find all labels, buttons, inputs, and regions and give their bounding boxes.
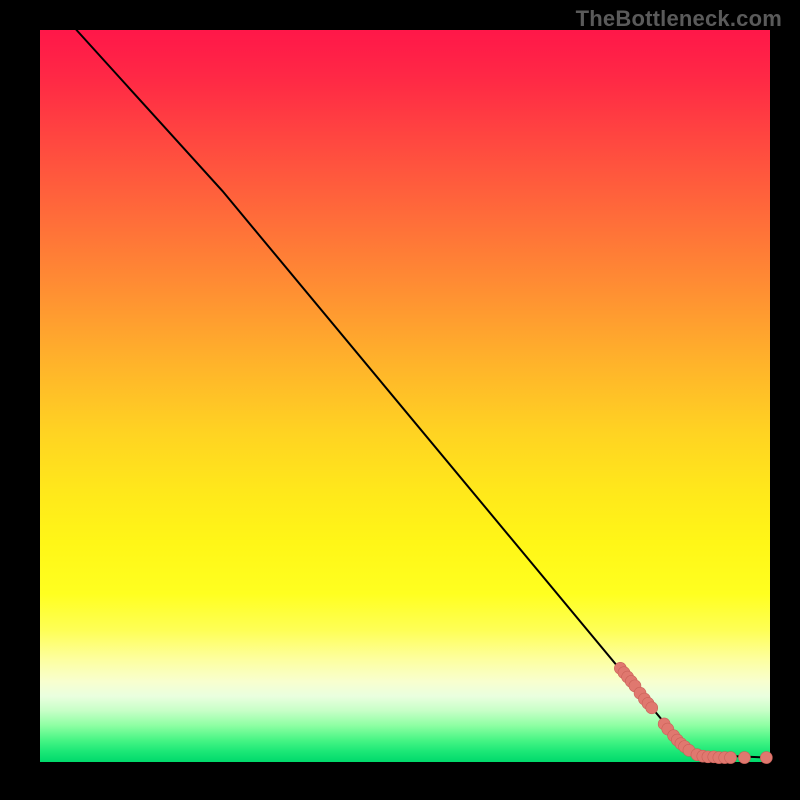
data-marker (725, 752, 737, 764)
bottleneck-chart (0, 0, 800, 800)
chart-container (0, 0, 800, 800)
plot-background (40, 30, 770, 762)
watermark-text: TheBottleneck.com (576, 6, 782, 32)
data-marker (760, 752, 772, 764)
data-marker (738, 752, 750, 764)
data-marker (646, 702, 658, 714)
